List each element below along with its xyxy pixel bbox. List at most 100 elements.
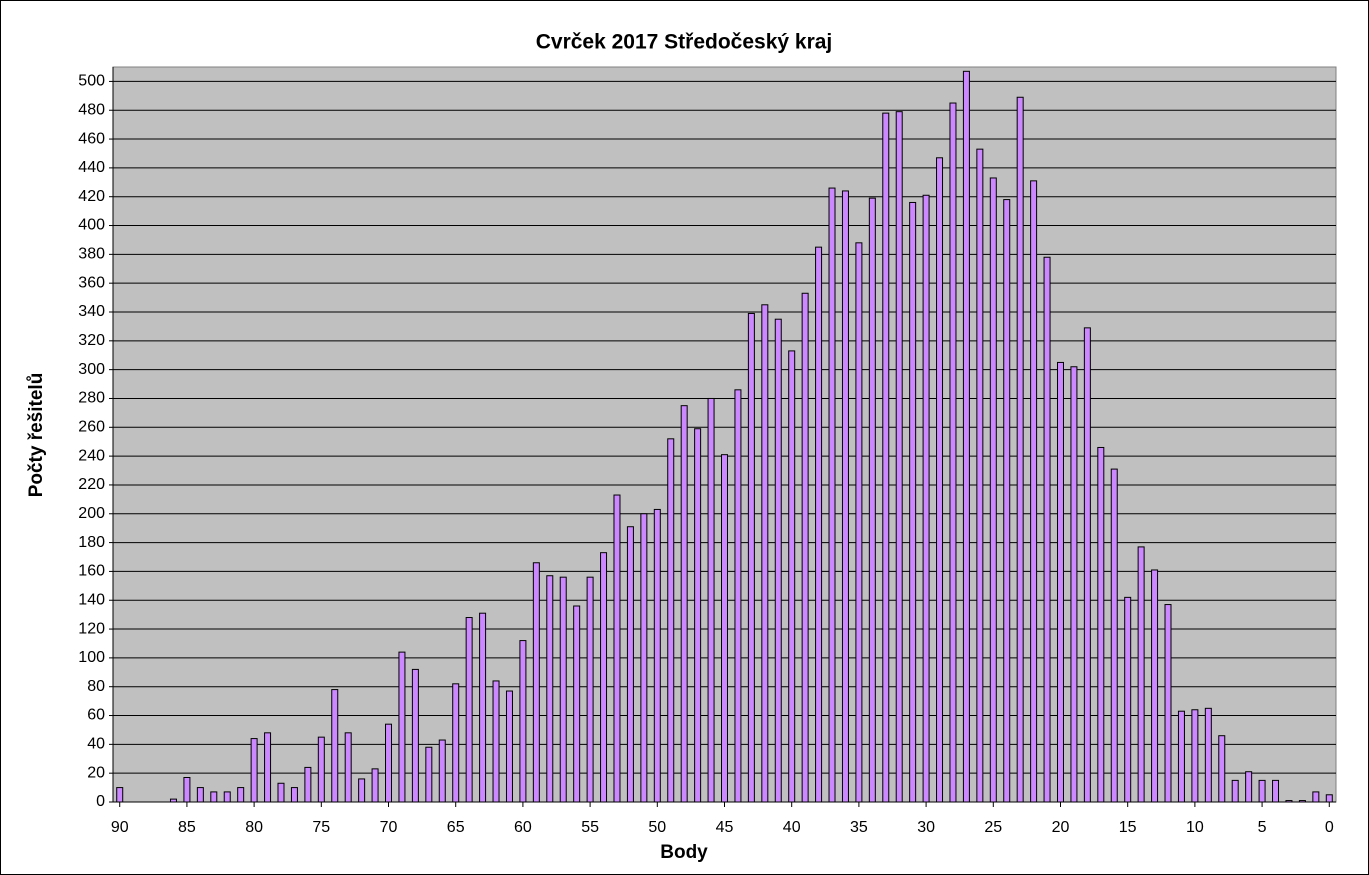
y-tick-label: 260 (78, 419, 105, 436)
y-tick-label: 160 (78, 563, 105, 580)
x-tick-label: 25 (984, 819, 1002, 836)
bar (116, 787, 124, 803)
y-tick-label: 420 (78, 188, 105, 205)
bar (667, 438, 675, 803)
y-tick-label: 220 (78, 476, 105, 493)
bar (290, 787, 298, 803)
bar (1325, 794, 1333, 803)
bar (882, 112, 890, 803)
bar (586, 576, 594, 803)
bar (1110, 468, 1118, 803)
bar (1298, 800, 1306, 803)
bar (1231, 779, 1239, 803)
bar (237, 787, 245, 803)
bar (465, 617, 473, 803)
y-tick-label: 300 (78, 361, 105, 378)
bar (169, 798, 177, 803)
y-tick-label: 40 (87, 736, 105, 753)
bar (452, 683, 460, 803)
x-tick-label: 60 (514, 819, 532, 836)
bar (1083, 327, 1091, 803)
bar (1097, 446, 1105, 803)
y-tick-label: 400 (78, 217, 105, 234)
bar (895, 111, 903, 803)
bar (734, 389, 742, 803)
bar (1151, 569, 1159, 803)
bar (868, 197, 876, 803)
bar (613, 494, 621, 803)
x-tick-label: 10 (1186, 819, 1204, 836)
y-tick-label: 200 (78, 505, 105, 522)
bar (1124, 596, 1132, 803)
bar (600, 552, 608, 803)
bar (1016, 96, 1024, 803)
x-tick-label: 90 (111, 819, 129, 836)
y-axis-label: Počty řešitelů (26, 373, 47, 498)
bar (707, 397, 715, 803)
bar (949, 102, 957, 803)
bar (573, 605, 581, 803)
bar (1272, 779, 1280, 803)
bar (828, 187, 836, 803)
y-tick-label: 100 (78, 649, 105, 666)
bar (1070, 366, 1078, 803)
chart-title: Cvrček 2017 Středočeský kraj (536, 31, 833, 54)
y-tick-label: 280 (78, 390, 105, 407)
bar (626, 526, 634, 803)
bar (532, 562, 540, 803)
bar (317, 736, 325, 803)
x-tick-label: 30 (917, 819, 935, 836)
bar (331, 689, 339, 803)
y-tick-label: 500 (78, 73, 105, 90)
bar (1164, 604, 1172, 803)
x-tick-label: 55 (581, 819, 599, 836)
y-tick-label: 0 (96, 793, 105, 810)
x-tick-label: 0 (1325, 819, 1334, 836)
bar (922, 194, 930, 803)
bar (492, 680, 500, 803)
x-tick-label: 20 (1052, 819, 1070, 836)
bar (761, 304, 769, 803)
bar (1056, 361, 1064, 803)
bar (909, 201, 917, 803)
bar (653, 508, 661, 803)
bar (1137, 546, 1145, 803)
y-tick-label: 480 (78, 101, 105, 118)
bar (1258, 779, 1266, 803)
x-tick-label: 5 (1258, 819, 1267, 836)
bar (505, 690, 513, 803)
bar (962, 70, 970, 803)
bar (304, 766, 312, 803)
bar (1245, 771, 1253, 803)
bar (640, 513, 648, 803)
y-tick-label: 140 (78, 591, 105, 608)
bar (425, 746, 433, 803)
bar (801, 292, 809, 803)
x-tick-label: 75 (312, 819, 330, 836)
x-tick-label: 85 (178, 819, 196, 836)
x-tick-label: 40 (783, 819, 801, 836)
y-tick-label: 180 (78, 534, 105, 551)
y-tick-label: 240 (78, 447, 105, 464)
bar (250, 738, 258, 803)
bar (815, 246, 823, 803)
bar (788, 350, 796, 803)
bar (721, 454, 728, 803)
bar (855, 242, 863, 803)
bar (264, 732, 272, 803)
y-tick-label: 320 (78, 332, 105, 349)
bar (1285, 800, 1293, 803)
bar (680, 405, 688, 803)
x-axis-label: Body (660, 842, 708, 863)
x-tick-label: 45 (716, 819, 734, 836)
x-tick-label: 80 (245, 819, 263, 836)
bar (1177, 710, 1185, 803)
bar (1312, 791, 1320, 803)
y-tick-label: 440 (78, 159, 105, 176)
bar (841, 190, 849, 803)
bar (1003, 199, 1011, 803)
x-tick-label: 15 (1119, 819, 1137, 836)
bar (210, 791, 218, 803)
bar (358, 778, 366, 803)
bar (976, 148, 984, 803)
